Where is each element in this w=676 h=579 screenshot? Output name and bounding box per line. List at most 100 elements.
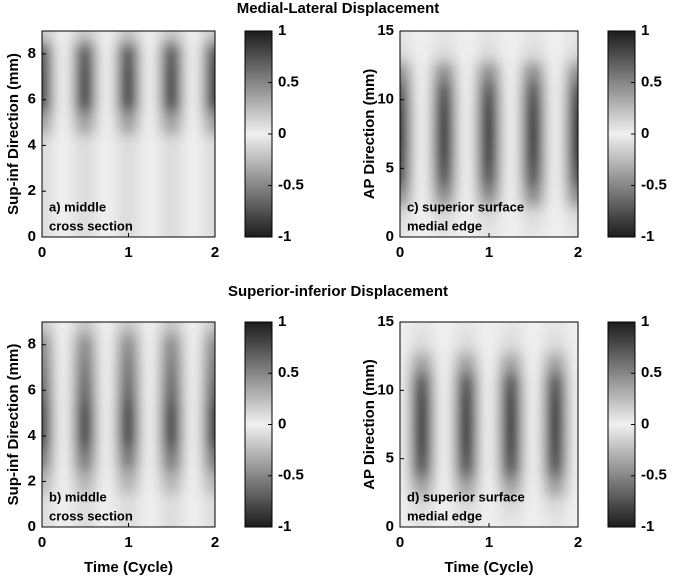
annotation: c) superior surface [407, 199, 524, 214]
heatmap-cell [117, 322, 140, 334]
heatmap-cell [410, 61, 434, 83]
heatmap-cell [117, 492, 140, 517]
heatmap-cell [182, 110, 205, 135]
heatmap-cell [477, 82, 501, 104]
heatmap-cell [521, 185, 546, 207]
chart-title: Superior-inferior Displacement [228, 283, 448, 300]
heatmap-cell [432, 393, 457, 415]
heatmap-cell [52, 110, 75, 135]
x-tick-label: 0 [396, 534, 404, 551]
heatmap-cell [203, 492, 215, 517]
heatmap-cell [521, 516, 546, 527]
heatmap-cell [182, 133, 205, 158]
heatmap-cell [203, 179, 215, 204]
heatmap-cell [52, 133, 75, 158]
heatmap-cell [499, 516, 523, 527]
heatmap [400, 322, 578, 527]
heatmap-cell [566, 393, 578, 415]
heatmap-cell [432, 40, 457, 63]
heatmap-cell [566, 495, 578, 518]
heatmap-cell [521, 61, 546, 83]
heatmap-cell [400, 40, 412, 63]
heatmap-cell [410, 372, 434, 395]
heatmap-cell [42, 378, 54, 403]
heatmap-cell [499, 434, 523, 456]
colorbar-tick-label: 0.5 [278, 73, 299, 90]
heatmap-cell [400, 205, 412, 228]
colorbar-tick-label: -1 [278, 518, 291, 535]
heatmap-cell [117, 446, 140, 471]
heatmap-cell [182, 332, 205, 357]
heatmap-cell [160, 110, 184, 135]
heatmap-cell [477, 31, 501, 42]
heatmap-cell [138, 110, 162, 135]
heatmap-cell [138, 225, 162, 237]
heatmap-cell [544, 322, 568, 333]
heatmap-cell [521, 40, 546, 63]
y-tick-label: 6 [28, 381, 36, 398]
heatmap-cell [138, 322, 162, 334]
heatmap-cell [182, 446, 205, 471]
heatmap [42, 322, 215, 527]
heatmap-cell [42, 332, 54, 357]
heatmap-cell [203, 225, 215, 237]
heatmap-cell [410, 40, 434, 63]
heatmap-cell [95, 41, 119, 66]
heatmap-cell [203, 355, 215, 380]
heatmap-cell [410, 82, 434, 104]
x-tick-label: 2 [574, 244, 582, 261]
heatmap-cell [566, 185, 578, 207]
heatmap-cell [521, 31, 546, 42]
heatmap-cell [521, 331, 546, 354]
colorbar-tick-label: 0 [278, 415, 286, 432]
heatmap-cell [400, 475, 412, 497]
heatmap-cell [160, 515, 184, 527]
heatmap-cell [566, 454, 578, 477]
heatmap-cell [52, 378, 75, 403]
heatmap-cell [160, 332, 184, 357]
heatmap-cell [400, 393, 412, 415]
heatmap-cell [432, 322, 457, 333]
heatmap-area [400, 31, 578, 237]
heatmap-cell [521, 454, 546, 477]
heatmap-cell [432, 495, 457, 518]
heatmap-cell [544, 434, 568, 456]
heatmap-cell [410, 322, 434, 333]
heatmap-cell [117, 202, 140, 227]
heatmap-cell [203, 87, 215, 112]
heatmap-cell [42, 41, 54, 66]
y-tick-label: 4 [28, 427, 37, 444]
heatmap-cell [410, 164, 434, 186]
heatmap-cell [544, 40, 568, 63]
heatmap-cell [203, 424, 215, 448]
y-axis-label: Sup-inf Direction (mm) [5, 53, 22, 215]
heatmap-cell [203, 31, 215, 43]
heatmap-cell [410, 454, 434, 477]
heatmap-cell [499, 331, 523, 354]
heatmap-cell [182, 87, 205, 112]
heatmap-cell [477, 61, 501, 83]
heatmap-cell [73, 515, 97, 527]
heatmap-cell [544, 102, 568, 125]
heatmap-cell [182, 424, 205, 448]
y-tick-label: 15 [377, 22, 394, 39]
heatmap-cell [477, 143, 501, 166]
x-tick-label: 1 [124, 534, 132, 551]
heatmap-cell [182, 355, 205, 380]
heatmap-cell [455, 205, 479, 228]
heatmap-cell [544, 516, 568, 527]
heatmap-cell [499, 164, 523, 186]
heatmap-cell [73, 401, 97, 425]
heatmap-cell [73, 179, 97, 204]
heatmap-cell [566, 352, 578, 374]
y-tick-label: 10 [377, 381, 394, 398]
heatmap-cell [566, 31, 578, 42]
heatmap-cell [182, 202, 205, 227]
heatmap-cell [52, 64, 75, 89]
heatmap [42, 31, 215, 237]
heatmap-cell [203, 133, 215, 158]
heatmap-cell [410, 123, 434, 145]
heatmap-cell [160, 225, 184, 237]
heatmap-cell [203, 515, 215, 527]
heatmap-cell [73, 31, 97, 43]
